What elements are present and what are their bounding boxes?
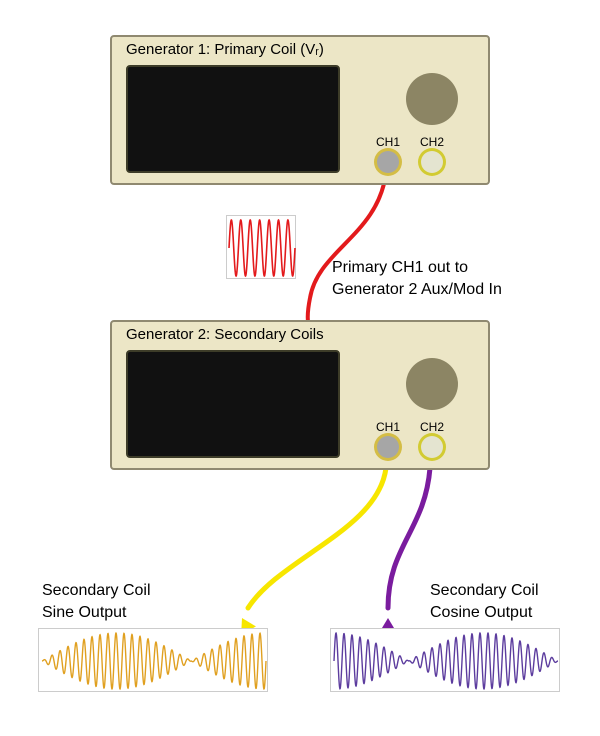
gen1-title-text: Generator 1: Primary Coil (Vᵣ) bbox=[126, 41, 324, 58]
secondary-cosine-label-line2: Cosine Output bbox=[430, 604, 532, 621]
secondary-cosine-box bbox=[330, 628, 560, 692]
generator-1: Generator 1: Primary Coil (Vᵣ) CH1 CH2 bbox=[110, 35, 490, 185]
generator-1-display bbox=[126, 65, 340, 173]
generator-2-display bbox=[126, 350, 340, 458]
primary-waveform-box bbox=[226, 215, 296, 279]
generator-2-title: Generator 2: Secondary Coils bbox=[126, 326, 324, 343]
primary-to-aux-label-line2: Generator 2 Aux/Mod In bbox=[332, 281, 502, 298]
cable-secondary-ch1 bbox=[248, 468, 386, 608]
generator-2-knob bbox=[406, 358, 458, 410]
secondary-cosine-waveform bbox=[331, 629, 561, 693]
generator-1-ch1-port-inner bbox=[377, 151, 399, 173]
secondary-cosine-label-line1: Secondary Coil bbox=[430, 582, 539, 599]
secondary-sine-label-line2: Sine Output bbox=[42, 604, 127, 621]
secondary-sine-waveform bbox=[39, 629, 269, 693]
generator-1-title: Generator 1: Primary Coil (Vᵣ) bbox=[126, 41, 324, 58]
cable-secondary-ch2 bbox=[388, 468, 430, 608]
generator-2-ch2-port-inner bbox=[421, 436, 443, 458]
secondary-sine-label-line1: Secondary Coil bbox=[42, 582, 151, 599]
primary-waveform bbox=[227, 216, 297, 280]
generator-2-ch2-label: CH2 bbox=[417, 420, 447, 434]
secondary-sine-label: Secondary Coil Sine Output bbox=[42, 580, 151, 623]
primary-to-aux-label-line1: Primary CH1 out to bbox=[332, 259, 468, 276]
generator-2-ch1-port-inner bbox=[377, 436, 399, 458]
primary-to-aux-label: Primary CH1 out to Generator 2 Aux/Mod I… bbox=[332, 257, 502, 300]
secondary-sine-box bbox=[38, 628, 268, 692]
generator-2: Generator 2: Secondary Coils CH1 CH2 bbox=[110, 320, 490, 470]
generator-1-ch1-label: CH1 bbox=[373, 135, 403, 149]
generator-2-ch1-label: CH1 bbox=[373, 420, 403, 434]
generator-1-ch2-port-inner bbox=[421, 151, 443, 173]
generator-1-knob bbox=[406, 73, 458, 125]
secondary-cosine-label: Secondary Coil Cosine Output bbox=[430, 580, 539, 623]
generator-1-ch2-label: CH2 bbox=[417, 135, 447, 149]
gen2-title-text: Generator 2: Secondary Coils bbox=[126, 326, 324, 343]
